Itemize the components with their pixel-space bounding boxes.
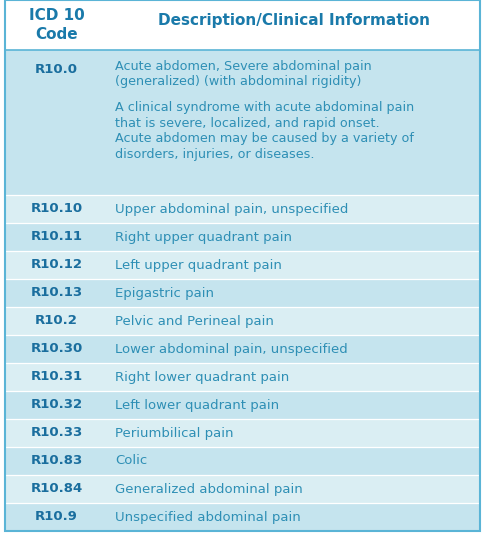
Bar (5, 0, 479, 50)
Bar (5, 50, 479, 195)
Text: R10.83: R10.83 (30, 455, 82, 467)
Text: A clinical syndrome with acute abdominal pain: A clinical syndrome with acute abdominal… (115, 101, 413, 114)
Text: R10.30: R10.30 (30, 343, 82, 355)
Bar (5, 223, 479, 251)
Text: R10.0: R10.0 (35, 63, 78, 76)
Text: Generalized abdominal pain: Generalized abdominal pain (115, 482, 302, 495)
Text: Epigastric pain: Epigastric pain (115, 287, 213, 300)
Text: (generalized) (with abdominal rigidity): (generalized) (with abdominal rigidity) (115, 76, 361, 88)
Text: Acute abdomen may be caused by a variety of: Acute abdomen may be caused by a variety… (115, 132, 413, 145)
Text: ICD 10
Code: ICD 10 Code (29, 8, 84, 42)
Text: Pelvic and Perineal pain: Pelvic and Perineal pain (115, 315, 273, 327)
Text: R10.31: R10.31 (30, 370, 82, 383)
Text: R10.13: R10.13 (30, 287, 82, 300)
Text: R10.10: R10.10 (30, 203, 82, 215)
Text: Colic: Colic (115, 455, 147, 467)
Text: R10.2: R10.2 (35, 315, 78, 327)
Bar (5, 391, 479, 419)
Text: disorders, injuries, or diseases.: disorders, injuries, or diseases. (115, 147, 314, 161)
Bar (5, 251, 479, 279)
Text: Acute abdomen, Severe abdominal pain: Acute abdomen, Severe abdominal pain (115, 60, 371, 73)
Text: R10.32: R10.32 (30, 398, 82, 412)
Text: Left upper quadrant pain: Left upper quadrant pain (115, 258, 281, 272)
Bar (5, 279, 479, 307)
Text: R10.33: R10.33 (30, 427, 82, 440)
Bar (5, 195, 479, 223)
Bar (5, 475, 479, 503)
Text: that is severe, localized, and rapid onset.: that is severe, localized, and rapid ons… (115, 116, 379, 130)
Bar (5, 447, 479, 475)
Bar (5, 363, 479, 391)
Bar (5, 503, 479, 531)
Text: Right upper quadrant pain: Right upper quadrant pain (115, 230, 291, 243)
Text: R10.12: R10.12 (30, 258, 82, 272)
Text: Lower abdominal pain, unspecified: Lower abdominal pain, unspecified (115, 343, 347, 355)
Text: R10.84: R10.84 (30, 482, 82, 495)
Text: Periumbilical pain: Periumbilical pain (115, 427, 233, 440)
Bar (5, 419, 479, 447)
Text: Right lower quadrant pain: Right lower quadrant pain (115, 370, 288, 383)
Text: R10.9: R10.9 (35, 510, 78, 524)
Bar (5, 335, 479, 363)
Text: Left lower quadrant pain: Left lower quadrant pain (115, 398, 279, 412)
Text: Description/Clinical Information: Description/Clinical Information (158, 13, 429, 28)
Text: R10.11: R10.11 (30, 230, 82, 243)
Text: Upper abdominal pain, unspecified: Upper abdominal pain, unspecified (115, 203, 348, 215)
Text: Unspecified abdominal pain: Unspecified abdominal pain (115, 510, 300, 524)
Bar (5, 307, 479, 335)
